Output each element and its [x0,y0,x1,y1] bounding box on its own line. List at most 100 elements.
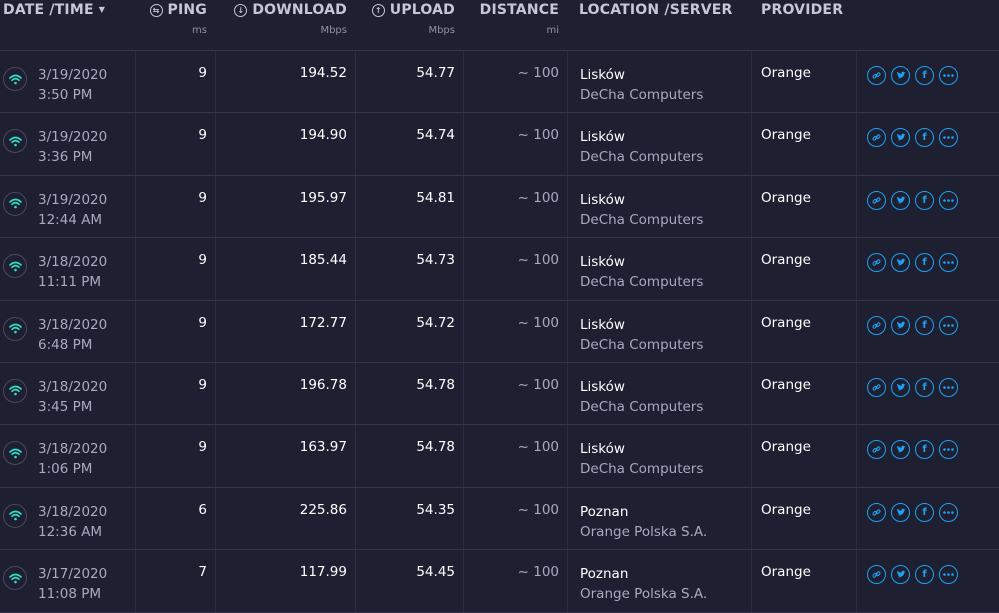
link-button[interactable] [867,253,886,273]
more-button[interactable] [939,440,958,460]
location-server: Lisków DeCha Computers [580,377,703,417]
more-icon [943,448,954,452]
date-cell [0,175,136,238]
facebook-button[interactable]: f [915,128,934,148]
column-date-time-title[interactable]: DATE /TIME ▼ [3,2,105,18]
server-name: Orange Polska S.A. [580,523,708,540]
twitter-button[interactable] [891,315,910,335]
date-cell [0,362,136,425]
link-icon [872,508,881,517]
ping-value: 9 [198,252,207,269]
more-button[interactable] [939,377,958,397]
column-download-label[interactable]: DOWNLOAD [252,2,347,18]
facebook-button[interactable]: f [915,253,934,273]
more-button[interactable] [939,565,958,585]
link-button[interactable] [867,66,886,85]
link-button[interactable] [867,565,886,585]
results-table-body: 3/19/2020 3:50 PM 9 194.52 54.77 ~ 100 Lisków D… [0,51,999,613]
result-row[interactable]: 3/18/2020 12:36 AM 6 225.86 54.35 ~ 100 Poznan… [0,487,999,551]
download-value: 194.90 [299,127,347,144]
result-row[interactable]: 3/18/2020 11:11 PM 9 185.44 54.73 ~ 100 Lisków… [0,238,999,301]
twitter-button[interactable] [891,128,910,148]
more-button[interactable] [939,315,958,335]
result-datetime: 3/18/2020 12:36 AM [38,502,107,542]
column-location[interactable]: LOCATION /SERVER [567,0,751,50]
ping-cell [135,362,216,425]
result-row[interactable]: 3/19/2020 3:50 PM 9 194.52 54.77 ~ 100 Lisków D… [0,51,999,114]
twitter-button[interactable] [891,440,910,460]
twitter-button[interactable] [891,502,910,522]
distance-value: ~ 100 [517,65,559,81]
column-date-time-label[interactable]: DATE /TIME [3,2,94,18]
distance-cell [463,487,568,550]
twitter-button[interactable] [891,190,910,210]
wifi-icon [3,129,27,154]
more-button[interactable] [939,502,958,522]
column-distance[interactable]: DISTANCE mi [463,0,567,50]
result-row[interactable]: 3/18/2020 1:06 PM 9 163.97 54.78 ~ 100 Lisków D… [0,425,999,488]
link-button[interactable] [867,377,886,397]
more-button[interactable] [939,253,958,273]
download-value: 195.97 [299,189,347,206]
twitter-button[interactable] [891,253,910,273]
upload-cell [355,51,464,113]
facebook-button[interactable]: f [915,315,934,335]
link-button[interactable] [867,440,886,460]
column-location-label[interactable]: LOCATION /SERVER [579,2,733,18]
column-ping[interactable]: ⇆ PING ms [135,0,215,50]
provider-cell [751,300,857,362]
link-button[interactable] [867,128,886,148]
column-upload-title[interactable]: ↑ UPLOAD [371,2,455,18]
ping-cell [135,550,216,612]
more-button[interactable] [939,66,958,85]
more-button[interactable] [939,190,958,210]
facebook-button[interactable]: f [915,66,934,85]
facebook-button[interactable]: f [915,440,934,460]
wifi-icon [3,67,27,91]
facebook-button[interactable]: f [915,502,934,522]
upload-cell [355,113,464,175]
twitter-button[interactable] [891,565,910,585]
date-cell [0,113,136,175]
twitter-button[interactable] [891,377,910,397]
sort-caret-icon[interactable]: ▼ [98,5,106,14]
location-cell [567,300,752,362]
link-button[interactable] [867,190,886,210]
more-button[interactable] [939,128,958,148]
column-ping-label[interactable]: PING [167,2,207,18]
link-button[interactable] [867,502,886,522]
ping-value: 9 [198,439,207,456]
column-upload-label[interactable]: UPLOAD [389,2,455,18]
column-download-title[interactable]: ↓ DOWNLOAD [234,2,347,18]
facebook-button[interactable]: f [915,190,934,210]
distance-value: ~ 100 [517,252,559,269]
column-date-time[interactable]: DATE /TIME ▼ [0,0,135,50]
column-distance-label[interactable]: DISTANCE [479,2,559,18]
column-ping-title[interactable]: ⇆ PING [149,2,207,18]
facebook-button[interactable]: f [915,565,934,585]
ping-value: 9 [198,189,207,206]
column-download[interactable]: ↓ DOWNLOAD Mbps [215,0,355,50]
more-icon [943,136,954,140]
result-date: 3/19/2020 [38,67,108,83]
link-button[interactable] [867,315,886,335]
result-row[interactable]: 3/17/2020 11:08 PM 7 117.99 54.45 ~ 100 Poznan… [0,550,999,613]
server-city: Lisków [580,191,625,208]
more-icon [943,573,954,576]
result-row[interactable]: 3/18/2020 6:48 PM 9 172.77 54.72 ~ 100 Lisków D… [0,300,999,363]
facebook-icon: f [922,569,927,581]
twitter-button[interactable] [891,66,910,85]
result-row[interactable]: 3/18/2020 3:45 PM 9 196.78 54.78 ~ 100 Lisków D… [0,362,999,426]
server-city: Poznan [580,566,629,583]
column-upload[interactable]: ↑ UPLOAD Mbps [355,0,463,50]
ping-icon: ⇆ [149,4,163,17]
provider-name: Orange [761,501,811,518]
column-provider[interactable]: PROVIDER [751,0,856,50]
ping-value: 9 [198,127,207,144]
result-row[interactable]: 3/19/2020 12:44 AM 9 195.97 54.81 ~ 100 Lisków… [0,175,999,239]
facebook-button[interactable]: f [915,377,934,397]
distance-cell [463,113,568,175]
result-time: 12:36 AM [38,523,103,540]
column-provider-label[interactable]: PROVIDER [761,2,844,18]
result-row[interactable]: 3/19/2020 3:36 PM 9 194.90 54.74 ~ 100 Lisków D… [0,113,999,176]
